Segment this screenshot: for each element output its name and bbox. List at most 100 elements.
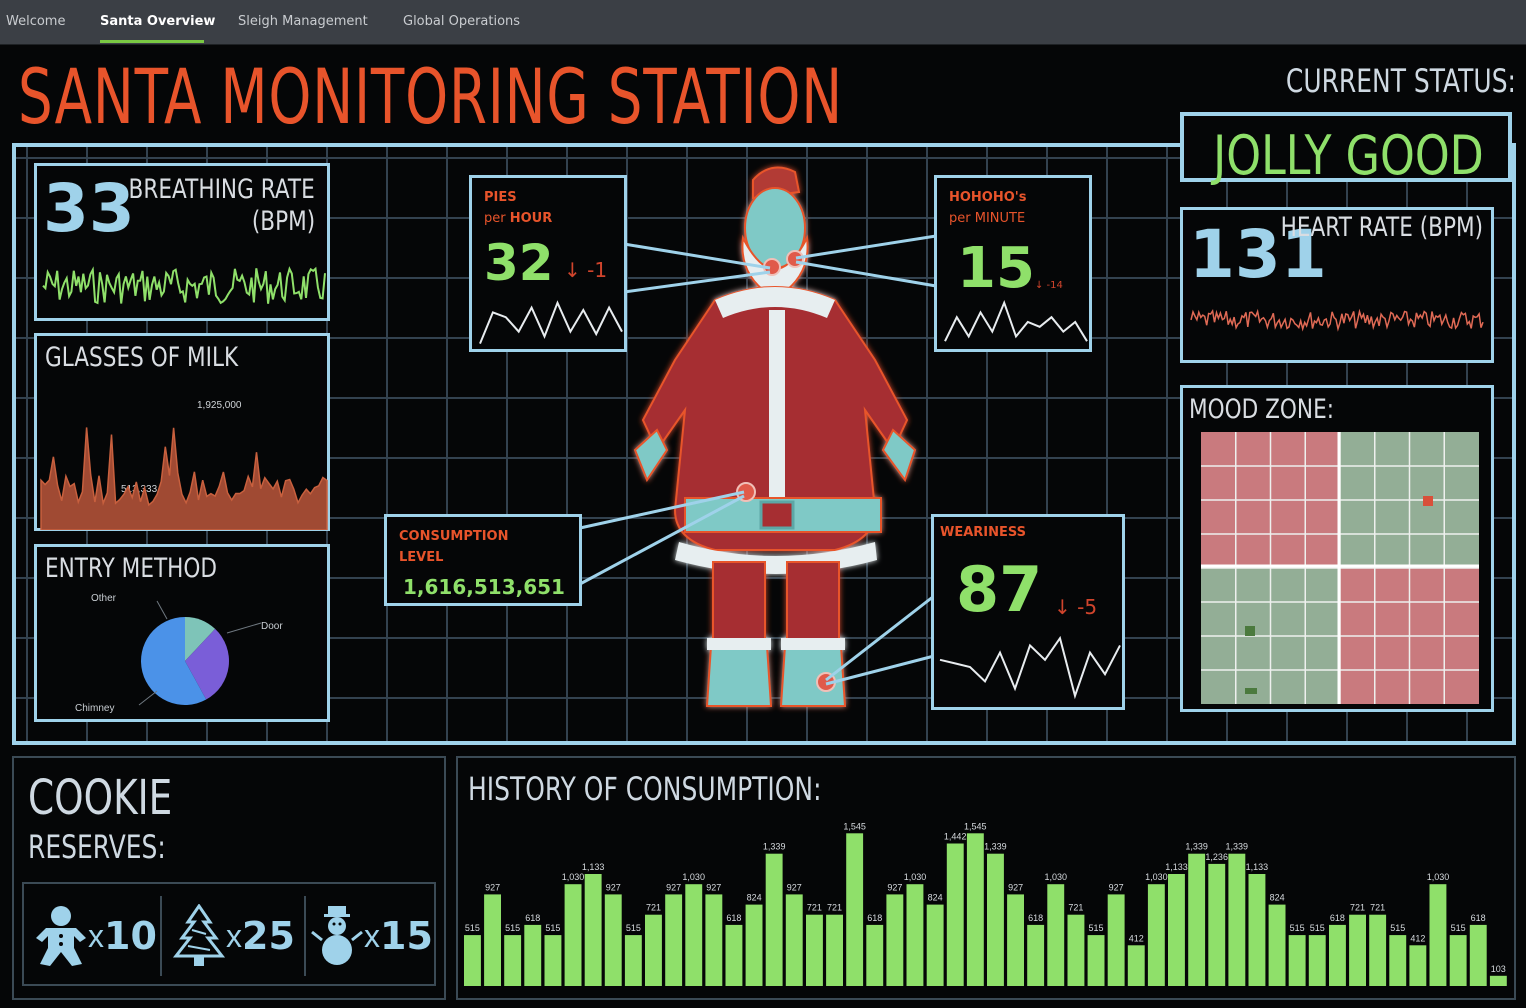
history-bar-label: 1,339 — [1185, 842, 1208, 852]
history-bar — [1107, 894, 1125, 986]
page-title: SANTA MONITORING STATION — [18, 52, 843, 141]
breathing-rate-sparkline — [42, 266, 326, 305]
hohoho-delta: ↓ -14 — [1035, 280, 1063, 291]
history-bar-label: 927 — [666, 882, 681, 892]
history-bar-label: 1,133 — [1165, 862, 1188, 872]
history-bar-label: 618 — [525, 913, 540, 923]
cookie-subtitle: RESERVES: — [28, 828, 166, 866]
history-bar — [1489, 975, 1507, 986]
history-bar — [705, 894, 723, 986]
history-bar-label: 515 — [465, 923, 480, 933]
milk-label: GLASSES OF MILK — [45, 342, 239, 373]
mood-zone-label: MOOD ZONE: — [1189, 394, 1335, 425]
history-bar-label: 1,339 — [1226, 842, 1249, 852]
history-bar — [1349, 914, 1366, 986]
history-bar — [564, 884, 582, 986]
cookie-title: COOKIE — [28, 770, 173, 826]
consumption-label: CONSUMPTION — [399, 529, 509, 544]
history-bar-label: 515 — [1390, 923, 1405, 933]
history-bar — [846, 833, 864, 986]
history-bar — [1047, 884, 1065, 986]
history-bar-label: 1,030 — [1045, 872, 1068, 882]
history-bar — [1409, 945, 1427, 986]
history-bar — [665, 894, 683, 986]
history-bar-label: 1,545 — [964, 821, 987, 831]
history-bar — [1288, 935, 1306, 986]
gingerbread-man-icon — [36, 906, 86, 966]
breathing-rate-panel: 33 BREATHING RATE (BPM) — [34, 163, 330, 321]
milk-area-chart — [40, 427, 328, 530]
pie-slice-other — [185, 617, 216, 661]
status-value: JOLLY GOOD — [1213, 124, 1484, 187]
history-bar-label: 927 — [1109, 882, 1124, 892]
milk-panel: GLASSES OF MILK 1,925,000 513,333 — [34, 333, 330, 531]
history-bar — [464, 935, 481, 986]
gingerbread-x: x — [88, 917, 104, 954]
history-bar — [1469, 924, 1487, 986]
tab-global-operations[interactable]: Global Operations — [403, 14, 521, 29]
pies-delta: ↓ -1 — [564, 258, 608, 282]
breathing-rate-unit: (BPM) — [251, 206, 315, 237]
divider — [160, 896, 162, 976]
history-bar — [1429, 884, 1447, 986]
history-bar — [926, 904, 944, 986]
cookie-reserves-panel — [12, 756, 446, 1000]
history-bar — [1449, 935, 1467, 986]
status-box: JOLLY GOOD — [1180, 112, 1512, 187]
entry-method-pie: Other Door Chimney — [75, 593, 283, 714]
mood-zone-grid — [1201, 432, 1479, 704]
history-bar-label: 1,339 — [984, 842, 1007, 852]
history-bar — [1188, 853, 1206, 986]
history-bar-label: 721 — [1350, 903, 1365, 913]
history-bar-label: 618 — [867, 913, 882, 923]
mood-zone-panel: MOOD ZONE: — [1180, 385, 1494, 712]
weariness-panel: WEARINESS 87 ↓ -5 — [931, 514, 1125, 710]
history-bar-label: 1,339 — [763, 842, 786, 852]
pie-slice-chimney — [140, 617, 207, 705]
history-bar — [624, 935, 642, 986]
christmas-tree-icon — [172, 904, 226, 966]
history-bar — [1127, 945, 1145, 986]
hohoho-sparkline — [944, 299, 1088, 342]
history-bar — [966, 833, 984, 986]
snowman-count: 15 — [380, 914, 433, 958]
top-nav: Welcome Santa Overview Sleigh Management… — [0, 0, 1526, 45]
breathing-rate-label: BREATHING RATE — [128, 174, 315, 205]
snowman-reserve: x 15 — [310, 904, 433, 968]
weariness-value: 87 — [956, 553, 1043, 626]
mood-marker — [1423, 496, 1433, 506]
history-bar — [604, 894, 622, 986]
pies-per: per — [484, 211, 510, 226]
history-bar — [906, 884, 924, 986]
history-bar-label: 1,133 — [582, 862, 605, 872]
milk-low-label: 513,333 — [121, 484, 158, 495]
tab-santa-overview[interactable]: Santa Overview — [100, 14, 216, 29]
history-bar — [826, 914, 843, 986]
pie-label-door: Door — [261, 621, 283, 632]
mood-marker — [1245, 688, 1257, 694]
tree-reserve: x 25 — [172, 904, 295, 968]
history-bar — [1027, 924, 1045, 986]
pies-value: 32 — [484, 234, 554, 292]
history-bar — [1087, 935, 1105, 986]
history-bar — [1067, 914, 1085, 986]
history-bar-label: 1,030 — [1145, 872, 1168, 882]
divider — [304, 896, 306, 976]
history-bar-label: 1,545 — [843, 821, 866, 831]
history-bar-label: 103 — [1491, 964, 1506, 974]
history-bar — [524, 924, 542, 986]
history-bar — [544, 935, 562, 986]
history-bar — [806, 914, 823, 986]
history-bar-label: 1,133 — [1246, 862, 1269, 872]
history-bar-label: 721 — [646, 903, 661, 913]
tab-welcome[interactable]: Welcome — [6, 14, 66, 29]
history-bar-label: 1,030 — [1427, 872, 1450, 882]
entry-method-label: ENTRY METHOD — [45, 553, 218, 584]
heart-rate-label: HEART RATE (BPM) — [1280, 212, 1483, 243]
history-bar — [1308, 935, 1326, 986]
history-bar-label: 824 — [928, 893, 943, 903]
history-title: HISTORY OF CONSUMPTION: — [468, 770, 822, 808]
history-bar — [987, 853, 1004, 986]
tab-sleigh-management[interactable]: Sleigh Management — [238, 14, 368, 29]
entry-method-panel: ENTRY METHOD Other Door Chimney — [34, 544, 330, 722]
